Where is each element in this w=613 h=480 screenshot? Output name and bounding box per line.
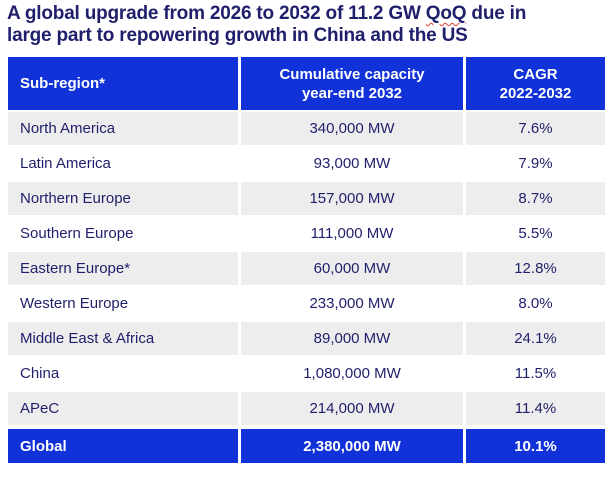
table-row: China 1,080,000 MW 11.5% [8, 357, 605, 390]
cagr-cell: 8.7% [466, 182, 605, 215]
region-cell: Global [8, 429, 238, 463]
capacity-cell: 93,000 MW [241, 147, 463, 180]
cagr-cell: 8.0% [466, 287, 605, 320]
cagr-cell: 24.1% [466, 322, 605, 355]
region-cell: Latin America [8, 147, 238, 180]
capacity-cell: 1,080,000 MW [241, 357, 463, 390]
region-cell: Northern Europe [8, 182, 238, 215]
capacity-cell: 2,380,000 MW [241, 429, 463, 463]
capacity-cell: 111,000 MW [241, 217, 463, 250]
table-row: Eastern Europe* 60,000 MW 12.8% [8, 252, 605, 285]
col-header-cagr: CAGR 2022-2032 [466, 57, 605, 110]
capacity-cell: 340,000 MW [241, 112, 463, 145]
title-line1-after: due in [466, 3, 527, 24]
title-line1-before: A global upgrade from 2026 to 2032 of 11… [7, 3, 426, 24]
table-row: APeC 214,000 MW 11.4% [8, 392, 605, 425]
table-row: Middle East & Africa 89,000 MW 24.1% [8, 322, 605, 355]
cagr-cell: 5.5% [466, 217, 605, 250]
title-line2: large part to repowering growth in China… [7, 24, 468, 46]
page-title: A global upgrade from 2026 to 2032 of 11… [7, 3, 526, 46]
region-cell: Eastern Europe* [8, 252, 238, 285]
region-cell: Western Europe [8, 287, 238, 320]
region-cell: Southern Europe [8, 217, 238, 250]
cagr-cell: 7.6% [466, 112, 605, 145]
region-cell: APeC [8, 392, 238, 425]
table-row: Western Europe 233,000 MW 8.0% [8, 287, 605, 320]
capacity-cell: 60,000 MW [241, 252, 463, 285]
cagr-cell: 11.4% [466, 392, 605, 425]
table-row: Southern Europe 111,000 MW 5.5% [8, 217, 605, 250]
col-header-capacity: Cumulative capacity year-end 2032 [241, 57, 463, 110]
region-cell: North America [8, 112, 238, 145]
table-row: Latin America 93,000 MW 7.9% [8, 147, 605, 180]
table-total-row: Global 2,380,000 MW 10.1% [8, 429, 605, 463]
region-cell: China [8, 357, 238, 390]
cagr-cell: 7.9% [466, 147, 605, 180]
cagr-cell: 10.1% [466, 429, 605, 463]
capacity-cell: 89,000 MW [241, 322, 463, 355]
col-header-subregion: Sub-region* [8, 57, 238, 110]
table-row: Northern Europe 157,000 MW 8.7% [8, 182, 605, 215]
title-spellchecked-word: QoQ [425, 3, 467, 24]
cagr-cell: 11.5% [466, 357, 605, 390]
capacity-cell: 233,000 MW [241, 287, 463, 320]
capacity-table: Sub-region* Cumulative capacity year-end… [8, 57, 605, 465]
capacity-cell: 157,000 MW [241, 182, 463, 215]
capacity-cell: 214,000 MW [241, 392, 463, 425]
table-header-row: Sub-region* Cumulative capacity year-end… [8, 57, 605, 110]
cagr-cell: 12.8% [466, 252, 605, 285]
table-row: North America 340,000 MW 7.6% [8, 112, 605, 145]
region-cell: Middle East & Africa [8, 322, 238, 355]
